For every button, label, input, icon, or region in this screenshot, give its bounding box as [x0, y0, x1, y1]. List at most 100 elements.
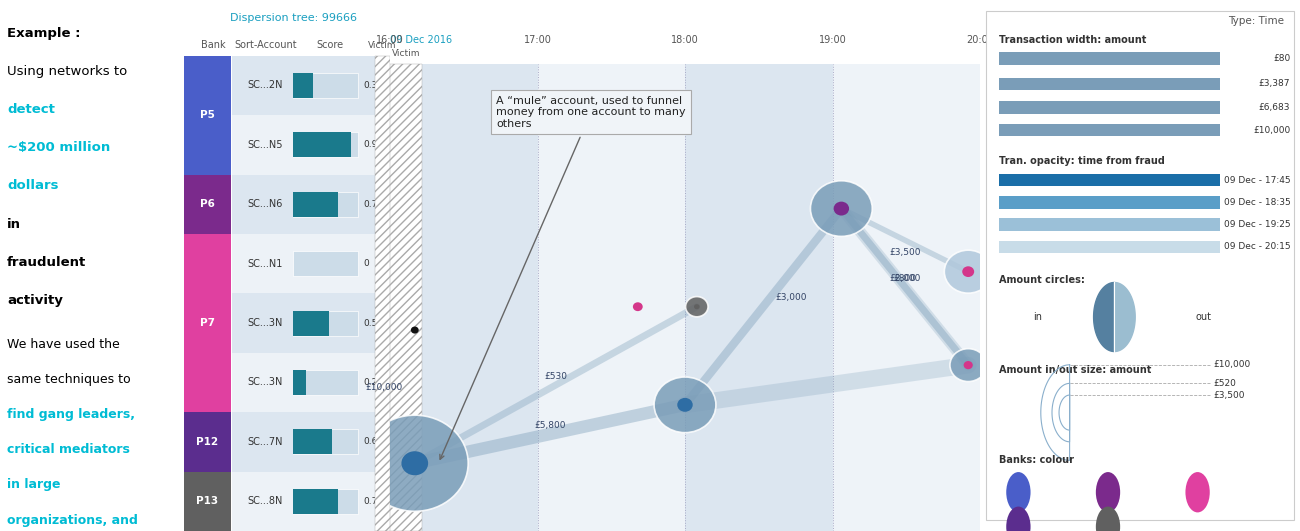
Text: 0: 0: [363, 259, 369, 268]
Circle shape: [962, 266, 974, 277]
Circle shape: [1186, 472, 1210, 512]
Text: P13: P13: [196, 496, 218, 506]
Text: £80: £80: [1273, 54, 1291, 63]
Text: 0.7: 0.7: [363, 497, 377, 506]
Text: SC...N6: SC...N6: [247, 199, 283, 209]
Polygon shape: [1114, 282, 1135, 352]
Bar: [390, 64, 537, 531]
Text: Victim: Victim: [393, 49, 421, 58]
Text: We have used the: We have used the: [6, 338, 120, 350]
Circle shape: [677, 398, 693, 412]
Bar: [294, 430, 358, 455]
Text: P7: P7: [200, 318, 214, 328]
Text: £3,500: £3,500: [1214, 391, 1245, 399]
Bar: [231, 56, 390, 115]
Text: organizations, and: organizations, and: [6, 513, 138, 527]
Text: 09 Dec - 17:45: 09 Dec - 17:45: [1223, 176, 1291, 184]
Bar: [685, 64, 832, 531]
Bar: [1000, 124, 1219, 136]
Circle shape: [633, 302, 642, 311]
Text: Score: Score: [316, 40, 343, 50]
Bar: [294, 370, 358, 395]
Text: Dispersion tree: 99666: Dispersion tree: 99666: [230, 13, 356, 23]
Text: 09 Dec 2016: 09 Dec 2016: [390, 35, 452, 45]
Text: dollars: dollars: [6, 179, 58, 192]
Text: £2,000: £2,000: [889, 273, 920, 282]
Circle shape: [810, 181, 872, 236]
Text: 19:00: 19:00: [819, 35, 846, 45]
Bar: [183, 175, 231, 234]
Bar: [294, 73, 312, 98]
Text: ~$200 million: ~$200 million: [6, 141, 110, 154]
Circle shape: [1096, 472, 1121, 512]
Text: P5: P5: [200, 110, 214, 120]
Text: Sort-Account: Sort-Account: [234, 40, 296, 50]
Bar: [537, 64, 685, 531]
Text: £10,000: £10,000: [365, 383, 403, 392]
Bar: [294, 192, 338, 217]
Circle shape: [1096, 507, 1121, 531]
Text: SC...N5: SC...N5: [247, 140, 283, 150]
Polygon shape: [1052, 383, 1070, 442]
Text: 0.7: 0.7: [363, 200, 377, 209]
Bar: [294, 132, 351, 157]
Circle shape: [833, 202, 849, 216]
Text: 0.2: 0.2: [363, 378, 377, 387]
Text: P12: P12: [196, 437, 218, 447]
Text: 0.9: 0.9: [363, 140, 377, 149]
Bar: [1000, 174, 1219, 186]
Bar: [183, 412, 231, 472]
Text: Bank: Bank: [202, 40, 226, 50]
Bar: [294, 251, 358, 276]
Bar: [294, 311, 358, 336]
Text: 0.55: 0.55: [363, 319, 384, 328]
Text: 0.3: 0.3: [363, 81, 377, 90]
Text: £530: £530: [545, 372, 567, 381]
Bar: [1000, 241, 1219, 253]
Bar: [390, 64, 422, 531]
Text: £800: £800: [893, 273, 916, 282]
Text: Tran. opacity: time from fraud: Tran. opacity: time from fraud: [1000, 156, 1165, 166]
Bar: [1000, 52, 1219, 65]
Text: £5,800: £5,800: [534, 421, 566, 430]
Text: in: in: [6, 218, 21, 230]
Bar: [294, 489, 338, 514]
Bar: [231, 175, 390, 234]
Text: 09 Dec - 19:25: 09 Dec - 19:25: [1223, 220, 1291, 229]
Text: Using networks to: Using networks to: [6, 65, 131, 78]
Text: SC...N1: SC...N1: [247, 259, 283, 269]
Bar: [832, 64, 980, 531]
Bar: [1000, 78, 1219, 90]
Text: 09 Dec - 20:15: 09 Dec - 20:15: [1223, 243, 1291, 251]
Text: in: in: [1034, 312, 1043, 322]
Text: £6,683: £6,683: [1258, 104, 1291, 112]
Text: Transaction width: amount: Transaction width: amount: [1000, 35, 1147, 45]
Text: Banks: colour: Banks: colour: [1000, 455, 1074, 465]
Bar: [1000, 196, 1219, 209]
Text: £3,387: £3,387: [1258, 80, 1291, 88]
Text: find gang leaders,: find gang leaders,: [6, 408, 135, 421]
Bar: [183, 56, 231, 175]
Text: A “mule” account, used to funnel
money from one account to many
others: A “mule” account, used to funnel money f…: [439, 96, 686, 459]
Text: critical mediators: critical mediators: [6, 443, 130, 456]
Text: SC...8N: SC...8N: [247, 496, 283, 506]
Circle shape: [694, 304, 699, 309]
Bar: [294, 489, 358, 514]
Text: 0.6: 0.6: [363, 438, 377, 447]
Bar: [231, 472, 390, 531]
Bar: [231, 293, 390, 353]
Bar: [1000, 101, 1219, 114]
Text: 20:00: 20:00: [966, 35, 994, 45]
Bar: [183, 472, 231, 531]
Polygon shape: [1041, 365, 1070, 460]
Text: in large: in large: [6, 478, 61, 491]
Bar: [374, 56, 390, 531]
Polygon shape: [1093, 282, 1114, 352]
Text: Type: Time: Type: Time: [1228, 16, 1284, 26]
Text: Example :: Example :: [6, 27, 84, 39]
Circle shape: [1006, 507, 1031, 531]
Circle shape: [654, 377, 716, 433]
Circle shape: [944, 250, 992, 293]
Text: 16:00: 16:00: [376, 35, 404, 45]
Circle shape: [1006, 472, 1031, 512]
